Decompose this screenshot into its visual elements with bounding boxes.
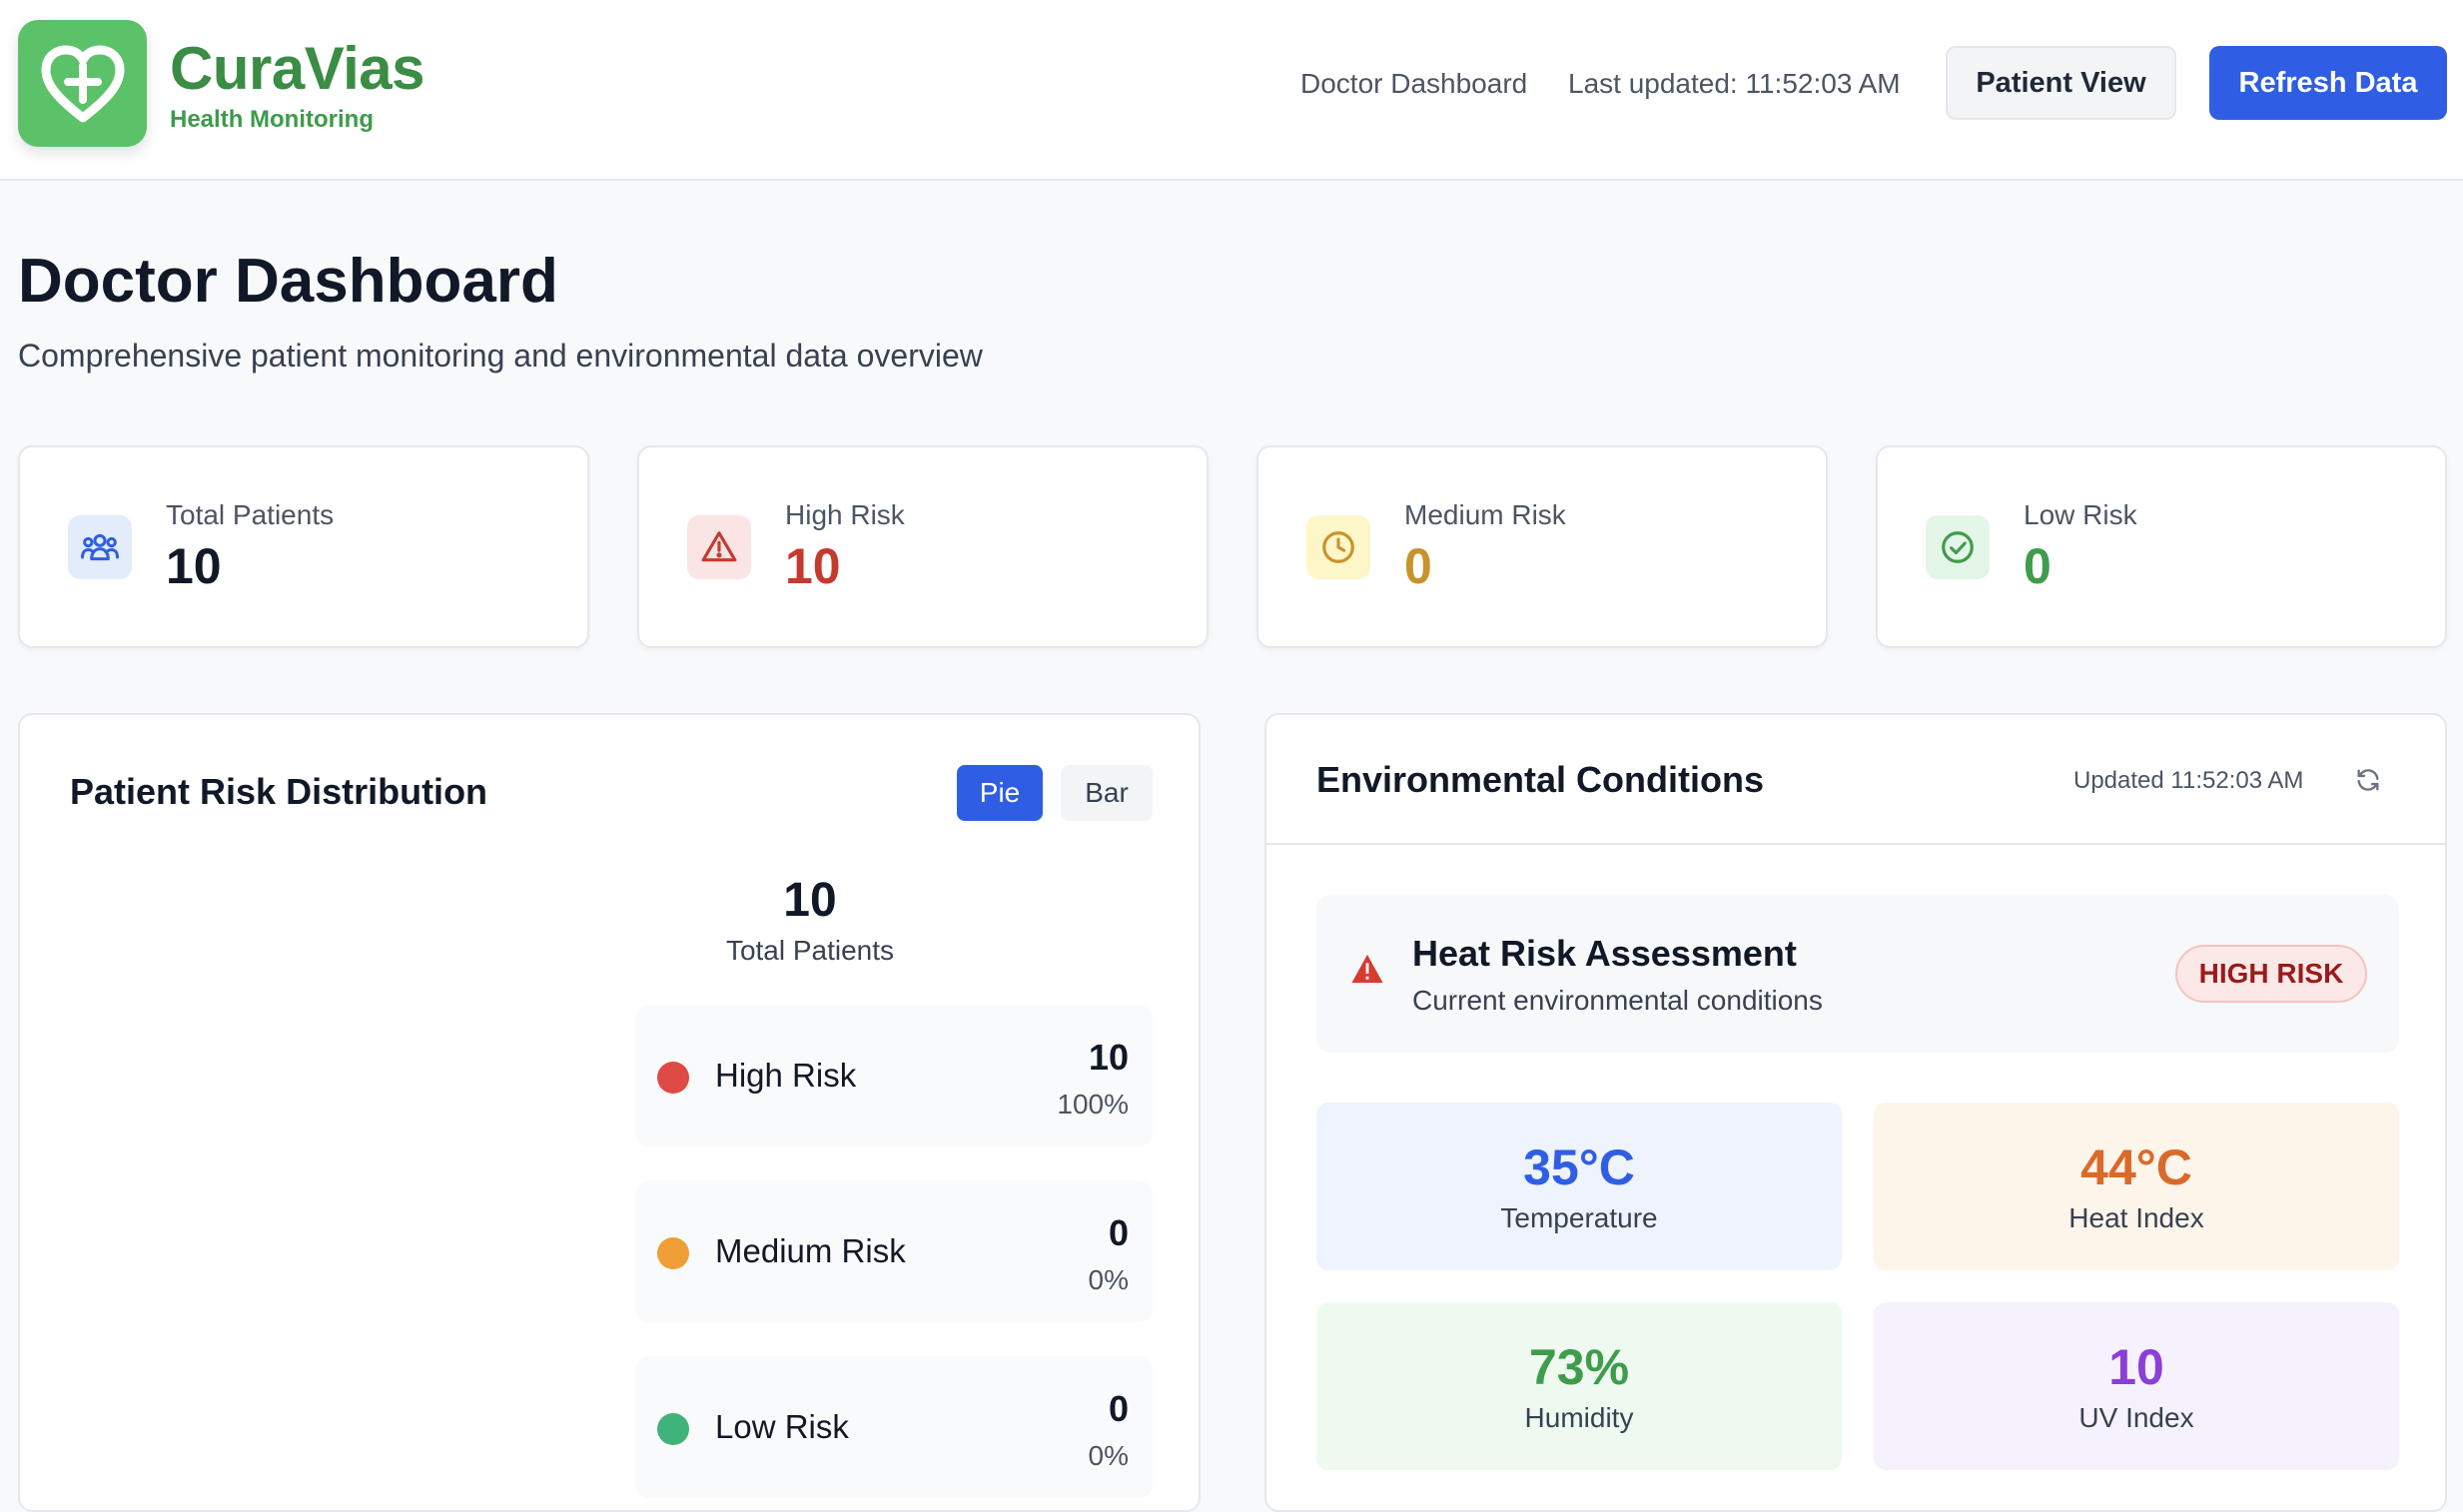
metric-humidity: 73% Humidity	[1316, 1302, 1842, 1470]
risk-percent: 0%	[1088, 1440, 1129, 1471]
total-patients-count: 10	[783, 874, 837, 927]
stat-card-low-risk: Low Risk 0	[1876, 445, 2447, 648]
risk-row-medium[interactable]: Medium Risk 0 0%	[635, 1180, 1153, 1322]
stat-icon-box	[68, 515, 132, 579]
panel-title: Environmental Conditions	[1316, 759, 1765, 800]
risk-count: 0	[1108, 1212, 1129, 1253]
risk-percent: 100%	[1057, 1089, 1129, 1120]
users-icon	[81, 533, 119, 561]
metric-heat-index: 44°C Heat Index	[1874, 1103, 2399, 1270]
brand-subtitle: Health Monitoring	[170, 106, 374, 133]
heat-risk-subtitle: Current environmental conditions	[1412, 985, 1823, 1016]
metric-label: Temperature	[1500, 1202, 1658, 1233]
stat-value: 0	[2024, 538, 2052, 594]
risk-count: 0	[1108, 1388, 1129, 1429]
risk-badge: HIGH RISK	[2175, 945, 2367, 1003]
heat-risk-assessment: Heat Risk Assessment Current environment…	[1316, 895, 2399, 1053]
env-refresh-button[interactable]	[2351, 763, 2385, 797]
stat-icon-box	[1926, 515, 1990, 579]
risk-dot	[657, 1062, 689, 1094]
risk-count: 10	[1088, 1037, 1129, 1078]
stat-label: High Risk	[785, 499, 905, 530]
stat-card-medium-risk: Medium Risk 0	[1256, 445, 1828, 648]
toggle-pie[interactable]: Pie	[957, 765, 1043, 821]
stat-value: 10	[785, 538, 841, 594]
metric-uv-index: 10 UV Index	[1874, 1302, 2399, 1470]
stat-icon-box	[1306, 515, 1370, 579]
metric-value: 44°C	[2080, 1139, 2192, 1195]
risk-dot	[657, 1413, 689, 1445]
risk-distribution-panel: Patient Risk Distribution Pie Bar 10 Tot…	[18, 713, 1201, 1512]
warning-icon	[1351, 954, 1383, 984]
environmental-conditions-panel: Environmental Conditions Updated 11:52:0…	[1264, 713, 2447, 1512]
risk-name: Low Risk	[715, 1408, 849, 1445]
toggle-bar[interactable]: Bar	[1061, 765, 1153, 821]
page-title: Doctor Dashboard	[18, 247, 558, 316]
logo	[18, 20, 147, 147]
metric-value: 10	[2108, 1339, 2164, 1395]
total-patients-label: Total Patients	[725, 935, 895, 966]
nav-doctor-dashboard[interactable]: Doctor Dashboard	[1300, 68, 1528, 99]
check-circle-icon	[1942, 531, 1974, 563]
risk-row-high[interactable]: High Risk 10 100%	[635, 1005, 1153, 1146]
env-updated-text: Updated 11:52:03 AM	[2073, 767, 2304, 794]
risk-percent: 0%	[1088, 1264, 1129, 1295]
alert-triangle-icon	[701, 531, 737, 562]
stat-label: Medium Risk	[1404, 499, 1566, 530]
app-header: CuraVias Health Monitoring Doctor Dashbo…	[0, 0, 2463, 181]
refresh-icon	[2357, 769, 2379, 791]
metric-temperature: 35°C Temperature	[1316, 1103, 1842, 1270]
panel-title: Patient Risk Distribution	[70, 771, 488, 812]
risk-row-low[interactable]: Low Risk 0 0%	[635, 1356, 1153, 1498]
metric-label: Humidity	[1524, 1402, 1634, 1433]
stat-value: 10	[166, 538, 222, 594]
risk-name: High Risk	[715, 1057, 857, 1094]
stat-card-total-patients: Total Patients 10	[18, 445, 589, 648]
metric-value: 73%	[1528, 1339, 1630, 1395]
refresh-data-button[interactable]: Refresh Data	[2209, 46, 2447, 120]
brand-name: CuraVias	[170, 35, 425, 102]
metric-label: Heat Index	[2068, 1202, 2204, 1233]
divider	[1266, 843, 2445, 845]
heat-risk-title: Heat Risk Assessment	[1412, 933, 1797, 974]
metric-value: 35°C	[1523, 1139, 1635, 1195]
stat-icon-box	[687, 515, 751, 579]
stat-card-high-risk: High Risk 10	[637, 445, 1209, 648]
metric-label: UV Index	[2078, 1402, 2194, 1433]
patient-view-button[interactable]: Patient View	[1946, 46, 2176, 120]
heart-logo-icon	[41, 45, 124, 122]
last-updated-text: Last updated: 11:52:03 AM	[1568, 68, 1901, 99]
stat-value: 0	[1404, 538, 1432, 594]
stat-label: Low Risk	[2024, 499, 2137, 530]
clock-icon	[1322, 531, 1354, 563]
page-subtitle: Comprehensive patient monitoring and env…	[18, 338, 983, 374]
risk-name: Medium Risk	[715, 1232, 906, 1269]
risk-dot	[657, 1237, 689, 1269]
stat-label: Total Patients	[166, 499, 335, 530]
